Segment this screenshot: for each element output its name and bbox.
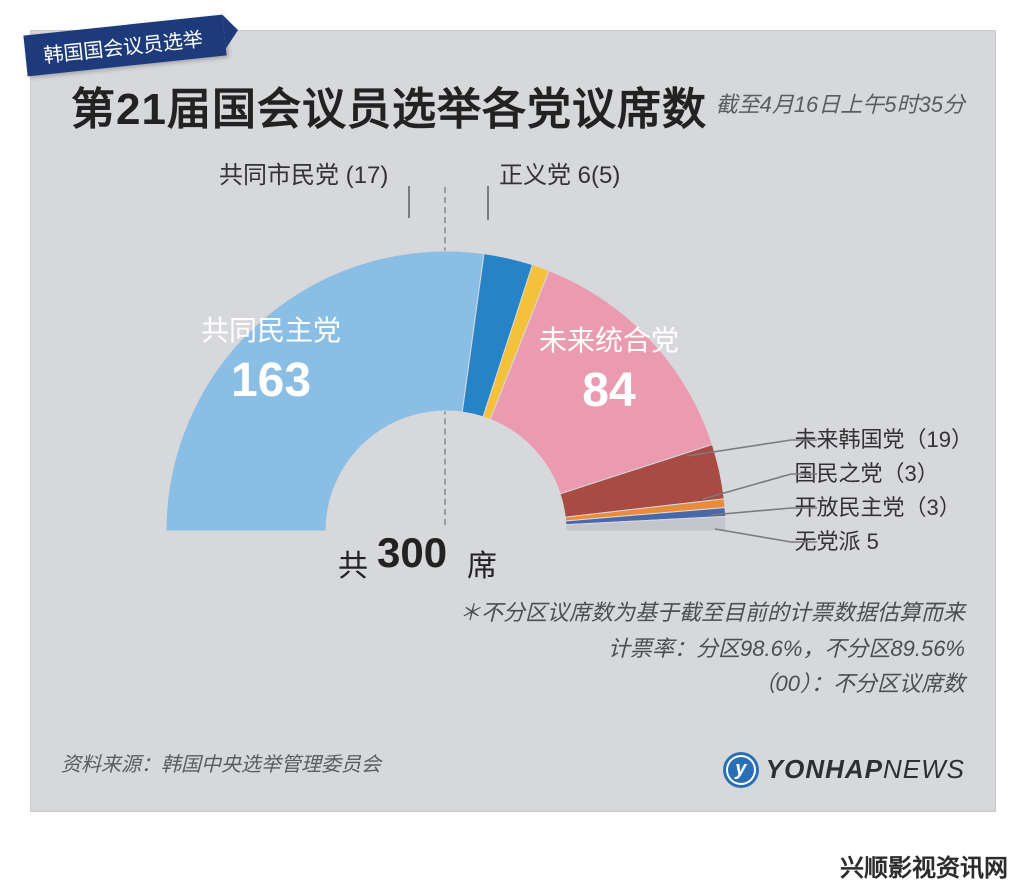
slice-value: 163 [161,353,381,408]
data-source: 资料来源：韩国中央选举管理委员会 [61,748,381,777]
top-label-justice: 正义党 6(5) [499,155,620,190]
ribbon-banner: 韩国国会议员选举 [23,15,226,77]
footnote-line: 计票率：分区98.6%，不分区89.56% [315,631,965,666]
side-label-list: 未来韩国党（19） 国民之党（3） 开放民主党（3） 无党派 5 [795,423,973,559]
brand-logo-icon: y [726,755,756,785]
brand-thin: NEWS [883,754,965,784]
total-suffix: 席 [467,541,497,585]
brand-name: YONHAPNEWS [766,754,965,785]
footnote-line: ＊不分区议席数为基于截至目前的计票数据估算而来 [315,595,965,630]
leader-line [408,186,410,218]
total-prefix: 共 [338,541,368,585]
leader-line [487,186,489,220]
total-value: 300 [377,529,447,577]
slice-label-ufp: 未来统合党 84 [509,319,709,418]
main-title: 第21届国会议员选举各党议席数 [71,73,707,137]
slice-label-dpk: 共同民主党 163 [161,309,381,408]
top-label-platform: 共同市民党 (17) [219,155,388,190]
watermark: 兴顺影视资讯网 [840,848,1008,883]
brand-bold: YONHAP [766,754,883,784]
slice-name: 共同民主党 [161,309,381,349]
brand-block: y YONHAPNEWS [726,754,965,785]
timestamp: 截至4月16日上午5时35分 [716,87,965,119]
stage: 韩国国会议员选举 第21届国会议员选举各党议席数 截至4月16日上午5时35分 … [0,0,1024,889]
side-label-item: 未来韩国党（19） [795,423,973,457]
side-label-item: 开放民主党（3） [795,491,973,525]
info-panel: 韩国国会议员选举 第21届国会议员选举各党议席数 截至4月16日上午5时35分 … [30,30,996,812]
side-label-item: 无党派 5 [795,525,973,559]
slice-name: 未来统合党 [509,319,709,359]
slice-value: 84 [509,363,709,418]
side-label-item: 国民之党（3） [795,457,973,491]
footnote-line: （00）：不分区议席数 [315,666,965,701]
footnotes: ＊不分区议席数为基于截至目前的计票数据估算而来 计票率：分区98.6%，不分区8… [315,595,965,701]
